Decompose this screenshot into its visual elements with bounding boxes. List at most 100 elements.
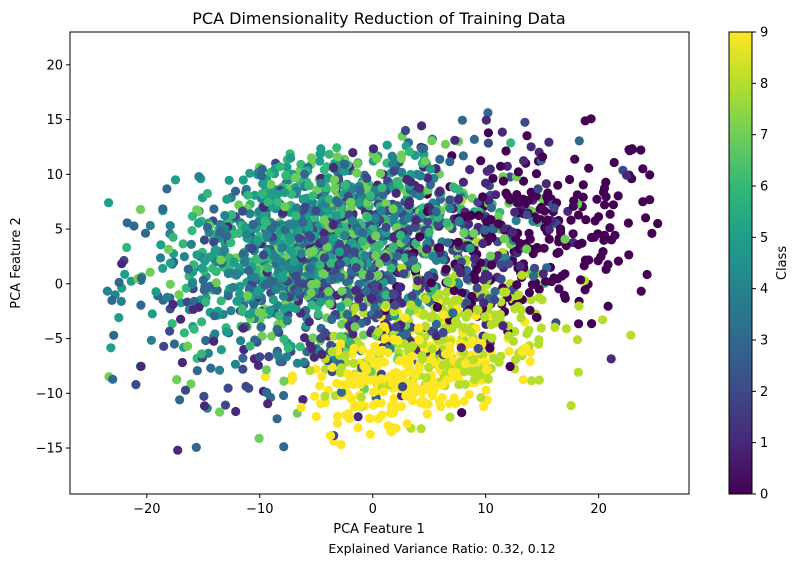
scatter-point-class-1 bbox=[353, 412, 363, 422]
scatter-point-class-2 bbox=[399, 269, 409, 279]
scatter-point-class-5 bbox=[156, 240, 166, 250]
scatter-point-class-4 bbox=[289, 219, 299, 229]
scatter-point-class-4 bbox=[282, 352, 292, 362]
scatter-point-class-0 bbox=[527, 280, 538, 290]
scatter-point-class-0 bbox=[532, 214, 542, 224]
scatter-point-class-4 bbox=[187, 279, 197, 289]
scatter-point-class-3 bbox=[378, 190, 388, 200]
scatter-point-class-8 bbox=[534, 339, 544, 349]
scatter-point-class-3 bbox=[248, 219, 258, 230]
scatter-point-class-8 bbox=[426, 313, 436, 323]
scatter-point-class-1 bbox=[526, 142, 536, 152]
scatter-point-class-3 bbox=[108, 374, 118, 384]
scatter-point-class-7 bbox=[330, 184, 340, 194]
scatter-point-class-0 bbox=[580, 116, 590, 126]
scatter-point-class-0 bbox=[542, 215, 553, 225]
scatter-point-class-5 bbox=[331, 210, 341, 221]
scatter-point-class-0 bbox=[539, 243, 549, 253]
scatter-point-class-9 bbox=[407, 351, 417, 361]
scatter-point-class-5 bbox=[205, 252, 215, 262]
scatter-point-class-3 bbox=[109, 330, 119, 340]
scatter-point-class-3 bbox=[209, 204, 219, 214]
scatter-point-class-4 bbox=[215, 365, 225, 375]
scatter-point-class-2 bbox=[388, 290, 398, 300]
scatter-point-class-8 bbox=[417, 351, 427, 361]
scatter-point-class-6 bbox=[448, 182, 458, 192]
scatter-point-class-5 bbox=[114, 313, 124, 323]
scatter-point-class-0 bbox=[574, 319, 584, 329]
scatter-point-class-6 bbox=[386, 263, 396, 273]
scatter-point-class-7 bbox=[375, 168, 386, 179]
scatter-point-class-1 bbox=[348, 329, 358, 339]
scatter-point-class-3 bbox=[300, 169, 310, 179]
scatter-point-class-1 bbox=[465, 165, 475, 175]
scatter-point-class-1 bbox=[351, 286, 361, 296]
scatter-point-class-7 bbox=[337, 286, 347, 296]
scatter-point-class-9 bbox=[385, 371, 395, 381]
scatter-point-class-2 bbox=[311, 206, 321, 216]
scatter-point-class-2 bbox=[370, 287, 380, 297]
scatter-point-class-8 bbox=[438, 360, 448, 370]
scatter-point-class-0 bbox=[557, 271, 567, 281]
scatter-point-class-2 bbox=[483, 138, 493, 148]
scatter-point-class-7 bbox=[443, 276, 453, 287]
scatter-point-class-9 bbox=[427, 391, 438, 401]
scatter-point-class-5 bbox=[151, 287, 161, 297]
scatter-point-class-5 bbox=[339, 166, 350, 176]
scatter-point-class-8 bbox=[476, 393, 486, 403]
scatter-point-class-0 bbox=[512, 280, 522, 290]
scatter-point-class-8 bbox=[561, 324, 572, 334]
scatter-point-class-7 bbox=[337, 319, 347, 329]
scatter-point-class-8 bbox=[626, 330, 636, 340]
scatter-point-class-4 bbox=[231, 270, 241, 280]
scatter-point-class-0 bbox=[434, 243, 445, 253]
scatter-point-class-7 bbox=[346, 197, 356, 207]
scatter-point-class-0 bbox=[624, 250, 634, 260]
scatter-point-class-0 bbox=[531, 312, 542, 322]
scatter-point-class-2 bbox=[496, 274, 506, 284]
scatter-point-class-3 bbox=[457, 115, 467, 125]
scatter-point-class-8 bbox=[526, 295, 536, 305]
scatter-point-class-4 bbox=[415, 191, 425, 201]
scatter-point-class-5 bbox=[334, 247, 345, 257]
scatter-point-class-3 bbox=[260, 280, 270, 290]
scatter-point-class-7 bbox=[493, 212, 503, 222]
scatter-point-class-2 bbox=[398, 382, 408, 392]
scatter-point-class-9 bbox=[409, 381, 419, 391]
scatter-point-class-6 bbox=[227, 210, 237, 220]
scatter-point-class-2 bbox=[259, 250, 269, 260]
scatter-point-class-0 bbox=[441, 264, 451, 274]
scatter-point-class-7 bbox=[469, 228, 479, 238]
scatter-point-class-8 bbox=[445, 412, 455, 422]
scatter-point-class-7 bbox=[440, 139, 451, 149]
scatter-point-class-6 bbox=[362, 212, 373, 222]
scatter-point-class-3 bbox=[431, 319, 441, 329]
scatter-point-class-4 bbox=[240, 255, 250, 266]
scatter-point-class-1 bbox=[309, 352, 319, 362]
scatter-point-class-6 bbox=[189, 324, 199, 334]
scatter-point-class-3 bbox=[158, 204, 168, 214]
scatter-point-class-2 bbox=[319, 253, 330, 263]
scatter-point-class-8 bbox=[573, 367, 583, 377]
scatter-point-class-9 bbox=[389, 393, 399, 404]
scatter-point-class-9 bbox=[444, 399, 455, 409]
scatter-point-class-7 bbox=[280, 202, 290, 212]
scatter-point-class-5 bbox=[272, 189, 283, 199]
scatter-point-class-8 bbox=[572, 335, 583, 345]
scatter-point-class-6 bbox=[296, 159, 306, 169]
scatter-point-class-8 bbox=[516, 313, 526, 323]
scatter-point-class-6 bbox=[243, 190, 253, 200]
scatter-point-class-4 bbox=[146, 335, 156, 345]
scatter-point-class-1 bbox=[458, 177, 468, 187]
scatter-point-class-8 bbox=[349, 358, 359, 368]
scatter-point-class-6 bbox=[291, 211, 301, 221]
scatter-point-class-0 bbox=[487, 260, 497, 270]
scatter-point-class-2 bbox=[505, 172, 515, 182]
scatter-point-class-3 bbox=[355, 185, 365, 195]
scatter-point-class-9 bbox=[447, 367, 457, 377]
scatter-point-class-1 bbox=[253, 360, 263, 370]
scatter-point-class-3 bbox=[332, 196, 342, 206]
scatter-point-class-0 bbox=[515, 238, 525, 248]
scatter-point-class-1 bbox=[435, 186, 445, 196]
scatter-point-class-4 bbox=[236, 336, 246, 346]
